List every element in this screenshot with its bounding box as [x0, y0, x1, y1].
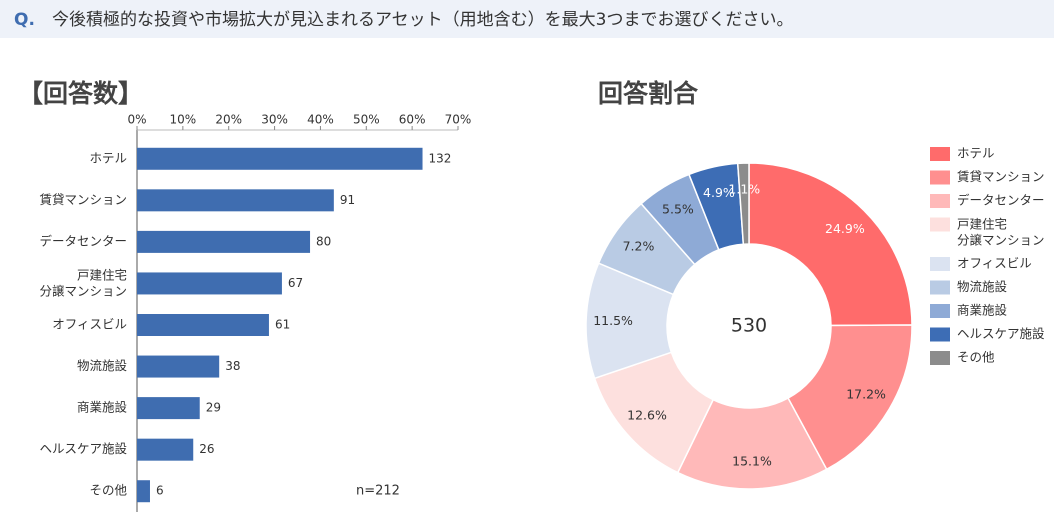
value-label: 61: [275, 318, 290, 332]
x-tick-label: 10%: [170, 113, 197, 127]
bar-title: 【回答数】: [18, 79, 143, 108]
category-label: ホテル: [89, 150, 127, 165]
donut-slice: [787, 324, 913, 471]
value-label: 91: [340, 193, 355, 207]
slice-label: 12.6%: [627, 407, 667, 422]
donut-title: 回答割合: [598, 79, 699, 108]
legend-label: ホテル: [957, 146, 995, 161]
value-label: 80: [316, 234, 331, 248]
slice-label: 7.2%: [623, 238, 655, 253]
question: 今後積極的な投資や市場拡大が見込まれるアセット（用地含む）を最大3つまでお選びく…: [52, 10, 793, 30]
legend-swatch: [930, 304, 950, 318]
donut-slice: [736, 162, 750, 245]
bar: [137, 272, 282, 295]
slice-label: 1.1%: [728, 182, 760, 197]
category-label: データセンター: [39, 233, 127, 248]
legend-label: オフィスビル: [957, 256, 1032, 271]
category-label: 賃貸マンション: [39, 192, 127, 207]
legend-label: データセンター: [957, 193, 1045, 208]
legend-swatch: [930, 257, 950, 271]
x-tick-label: 0%: [127, 113, 146, 127]
x-tick-label: 60%: [399, 113, 426, 127]
x-tick-label: 40%: [307, 113, 334, 127]
bar: [137, 230, 311, 253]
x-tick-label: 30%: [261, 113, 288, 127]
value-label: 26: [199, 442, 214, 456]
value-label: 38: [225, 359, 240, 373]
bar: [137, 397, 200, 420]
category-label: 物流施設: [77, 358, 128, 373]
slice-label: 17.2%: [846, 387, 886, 402]
bar: [137, 480, 150, 503]
value-label: 29: [206, 401, 221, 415]
legend-label: 商業施設: [957, 303, 1008, 318]
slice-label: 5.5%: [662, 202, 694, 217]
value-label: 6: [156, 484, 164, 498]
value-label: 67: [288, 276, 303, 290]
x-tick-label: 70%: [445, 113, 472, 127]
legend-swatch: [930, 170, 950, 185]
slice-label: 4.9%: [703, 185, 735, 200]
q-marker: Q.: [14, 10, 35, 30]
x-tick-label: 20%: [215, 113, 242, 127]
legend-swatch: [930, 194, 950, 208]
center-label: 530: [731, 315, 767, 337]
bar: [137, 314, 269, 336]
donut-slice: [748, 162, 913, 327]
category-label: 戸建住宅分譲マンション: [39, 267, 127, 298]
category-label: その他: [89, 483, 127, 498]
slice-label: 15.1%: [732, 453, 772, 468]
header-band: [0, 0, 1054, 38]
x-tick-label: 50%: [353, 113, 380, 127]
legend-label: 戸建住宅分譲マンション: [957, 216, 1045, 247]
legend-swatch: [930, 217, 950, 232]
legend-label: 賃貸マンション: [957, 169, 1045, 184]
annotation: n=212: [356, 484, 400, 499]
value-label: 132: [429, 151, 452, 165]
bar: [137, 355, 220, 378]
legend-label: 物流施設: [957, 279, 1008, 294]
slice-label: 24.9%: [825, 221, 865, 236]
bar: [137, 438, 194, 461]
legend-label: ヘルスケア施設: [957, 326, 1045, 341]
legend-swatch: [930, 327, 950, 342]
category-label: ヘルスケア施設: [39, 441, 127, 456]
slice-label: 11.5%: [593, 313, 633, 328]
legend-swatch: [930, 351, 950, 365]
legend-swatch: [930, 147, 950, 161]
legend-swatch: [930, 280, 950, 295]
category-label: オフィスビル: [52, 317, 127, 332]
bar: [137, 147, 423, 170]
category-label: 商業施設: [77, 400, 128, 415]
bar: [137, 189, 334, 212]
legend-label: その他: [957, 350, 995, 365]
